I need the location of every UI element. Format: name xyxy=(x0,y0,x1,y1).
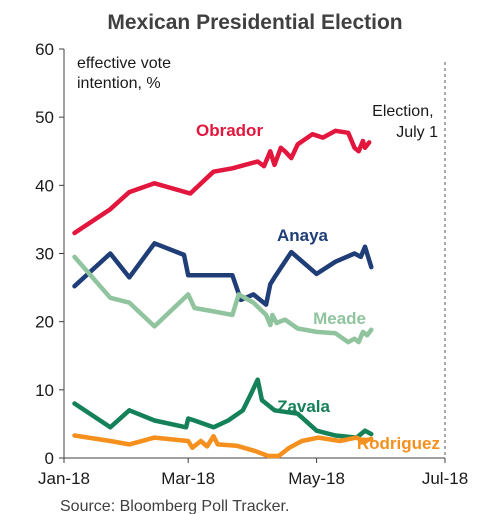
subtitle-line-1: effective vote xyxy=(77,55,171,72)
chart-subtitle: effective vote intention, % xyxy=(77,55,175,92)
x-tick-label: Mar-18 xyxy=(161,469,215,488)
series-label-meade: Meade xyxy=(313,309,366,328)
series-labels: Obrador Anaya Meade Zavala Rodriguez xyxy=(196,121,440,453)
series-line-rodriguez xyxy=(72,433,374,459)
election-annotation-line-1: Election, xyxy=(372,103,433,120)
subtitle-line-2: intention, % xyxy=(77,75,161,92)
chart-title: Mexican Presidential Election xyxy=(107,11,402,34)
y-tick-label: 10 xyxy=(35,381,54,400)
x-tick-label: May-18 xyxy=(288,469,345,488)
x-tick-label: Jan-18 xyxy=(38,469,90,488)
y-axis-ticks: 0 10 20 30 40 50 60 xyxy=(35,40,64,468)
y-tick-label: 50 xyxy=(35,108,54,127)
x-axis-ticks: Jan-18 Mar-18 May-18 Jul-18 xyxy=(38,458,468,488)
series-lines xyxy=(72,128,374,459)
series-line-zavala xyxy=(72,377,374,440)
series-label-zavala: Zavala xyxy=(277,397,330,416)
source-note: Source: Bloomberg Poll Tracker. xyxy=(60,498,289,514)
series-line-obrador xyxy=(72,128,372,236)
y-tick-label: 60 xyxy=(35,40,54,59)
series-label-rodriguez: Rodriguez xyxy=(357,434,440,453)
y-tick-label: 40 xyxy=(35,176,54,195)
election-annotation: Election, July 1 xyxy=(372,103,438,141)
series-label-anaya: Anaya xyxy=(277,226,329,245)
y-tick-label: 30 xyxy=(35,245,54,264)
y-tick-label: 20 xyxy=(35,313,54,332)
series-label-obrador: Obrador xyxy=(196,121,263,140)
series-line-meade xyxy=(72,254,374,345)
election-annotation-line-2: July 1 xyxy=(396,124,438,141)
series-line-anaya xyxy=(72,241,374,307)
x-tick-label: Jul-18 xyxy=(422,469,468,488)
y-tick-label: 0 xyxy=(45,449,54,468)
